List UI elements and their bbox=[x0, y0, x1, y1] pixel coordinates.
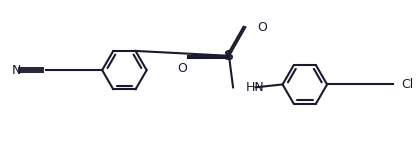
Text: S: S bbox=[224, 49, 234, 63]
Text: O: O bbox=[177, 62, 187, 75]
Text: O: O bbox=[258, 21, 268, 34]
Text: HN: HN bbox=[245, 81, 264, 94]
Text: Cl: Cl bbox=[401, 78, 413, 91]
Text: N: N bbox=[12, 64, 21, 77]
